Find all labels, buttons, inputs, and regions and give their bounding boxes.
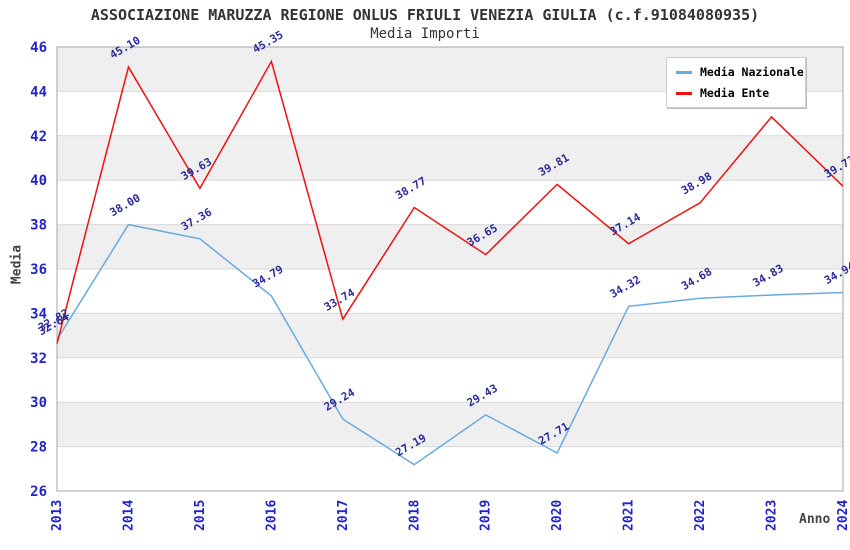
y-tick-label: 46	[30, 40, 47, 56]
x-tick-label: 2018	[407, 500, 422, 531]
x-tick-label: 2023	[765, 500, 780, 531]
x-tick-label: 2017	[336, 500, 351, 531]
y-tick-label: 32	[30, 351, 47, 367]
plot-border	[56, 46, 844, 492]
legend: Media Nazionale Media Ente	[666, 57, 806, 108]
legend-label-media-ente: Media Ente	[700, 86, 770, 100]
legend-swatch-media-ente-icon	[676, 91, 692, 95]
data-label-0: 38.00	[107, 191, 142, 219]
y-tick-label: 42	[30, 129, 47, 145]
grid-band	[57, 313, 843, 358]
y-tick-label: 38	[30, 218, 47, 234]
grid-band	[57, 135, 843, 181]
x-axis-title: Anno	[799, 512, 831, 527]
x-tick-label: 2014	[121, 500, 136, 531]
data-label-0: 34.32	[608, 273, 643, 301]
y-tick-label: 36	[30, 262, 47, 278]
series-line-0	[56, 223, 844, 466]
x-tick-label: 2013	[50, 500, 65, 531]
chart-title: ASSOCIAZIONE MARUZZA REGIONE ONLUS FRIUL…	[90, 6, 760, 24]
y-tick-label: 40	[30, 173, 47, 189]
chart-subtitle: Media Importi	[370, 26, 480, 42]
y-tick-label: 28	[30, 440, 47, 456]
y-tick-label: 34	[30, 306, 47, 322]
x-tick-label: 2020	[550, 500, 565, 531]
series-line-1	[56, 59, 844, 344]
legend-label-media-nazionale: Media Nazionale	[700, 65, 804, 79]
x-tick-label: 2019	[479, 500, 494, 531]
x-tick-label: 2015	[193, 500, 208, 531]
legend-swatch-media-nazionale-icon	[676, 70, 692, 74]
y-tick-label: 26	[30, 484, 47, 500]
legend-item-media-ente: Media Ente	[676, 86, 796, 100]
legend-item-media-nazionale: Media Nazionale	[676, 65, 804, 79]
grid-band	[57, 224, 843, 269]
x-tick-label: 2021	[622, 500, 637, 531]
x-tick-label: 2016	[264, 500, 279, 531]
y-axis-title: Media	[9, 244, 25, 285]
y-tick-label: 30	[30, 395, 47, 411]
x-tick-label: 2022	[693, 500, 708, 531]
y-tick-label: 44	[30, 84, 47, 100]
x-tick-label: 2024	[836, 500, 850, 531]
